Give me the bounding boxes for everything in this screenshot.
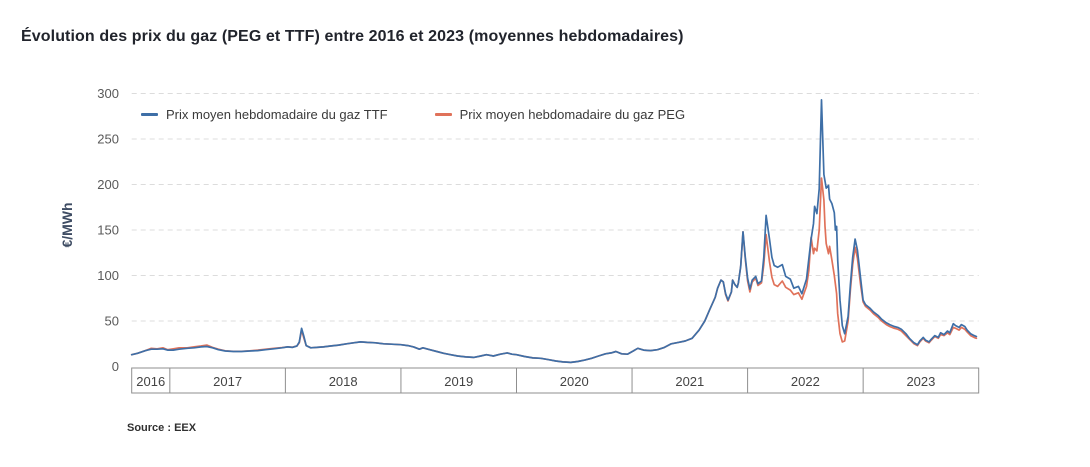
x-year-label-2022: 2022 — [791, 374, 820, 389]
peg-line-swatch-icon — [434, 113, 452, 116]
x-year-label-2019: 2019 — [444, 374, 473, 389]
legend-label-ttf: Prix moyen hebdomadaire du gaz TTF — [166, 107, 388, 122]
y-tick-label-300: 300 — [97, 86, 119, 101]
y-tick-label-0: 0 — [112, 359, 119, 374]
y-axis-title: €/MWh — [59, 202, 75, 248]
x-axis-band — [131, 367, 980, 394]
x-year-label-2017: 2017 — [213, 374, 242, 389]
series-line-peg — [130, 177, 978, 364]
x-year-label-2018: 2018 — [329, 374, 358, 389]
chart-legend: Prix moyen hebdomadaire du gaz TTF Prix … — [141, 107, 685, 122]
x-year-label-2016: 2016 — [136, 374, 165, 389]
y-tick-label-250: 250 — [97, 132, 119, 147]
legend-item-ttf: Prix moyen hebdomadaire du gaz TTF — [141, 107, 388, 122]
y-tick-label-100: 100 — [97, 268, 119, 283]
series-line-ttf — [130, 99, 978, 364]
x-year-label-2023: 2023 — [906, 374, 935, 389]
y-tick-label-50: 50 — [105, 314, 119, 329]
y-tick-label-150: 150 — [97, 223, 119, 238]
source-note: Source : EEX — [127, 422, 197, 434]
legend-item-peg: Prix moyen hebdomadaire du gaz PEG — [434, 107, 686, 122]
y-tick-label-200: 200 — [97, 177, 119, 192]
legend-label-peg: Prix moyen hebdomadaire du gaz PEG — [459, 107, 686, 122]
x-year-label-2021: 2021 — [675, 374, 704, 389]
ttf-line-swatch-icon — [141, 113, 158, 116]
x-year-label-2020: 2020 — [560, 374, 589, 389]
page-title: Évolution des prix du gaz (PEG et TTF) e… — [21, 28, 684, 45]
